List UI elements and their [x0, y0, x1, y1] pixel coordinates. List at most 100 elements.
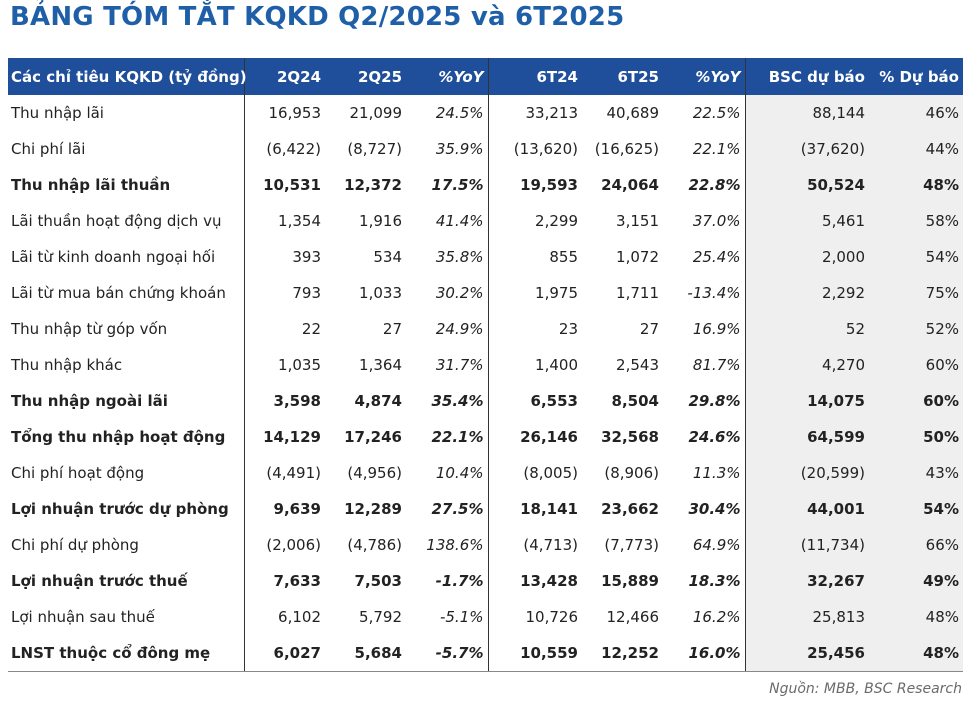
table-row: Thu nhập ngoài lãi 3,598 4,874 35.4% 6,553 8,…	[8, 383, 963, 419]
metric-label: Chi phí dự phòng	[8, 527, 245, 563]
value-2q24: 16,953	[268, 104, 322, 122]
header-2q25: 2Q25	[325, 58, 406, 95]
forecast-percent: 44%	[869, 131, 963, 167]
bsc-forecast: (20,599)	[745, 455, 869, 491]
yoy-halfyear: 11.3%	[663, 455, 746, 491]
table-row: Chi phí dự phòng (2,006) (4,786) 138.6% (4,7…	[8, 527, 963, 563]
value-6t25: (8,906)	[604, 464, 659, 482]
value-6t24: 23	[558, 320, 578, 338]
yoy-halfyear: 81.7%	[663, 347, 746, 383]
value-6t24: 855	[549, 248, 578, 266]
metric-label: Thu nhập ngoài lãi	[8, 383, 245, 419]
metric-label: Tổng thu nhập hoạt động	[8, 419, 245, 455]
value-6t24: 10,726	[525, 608, 579, 626]
forecast-percent: 43%	[869, 455, 963, 491]
page-title: BẢNG TÓM TẮT KQKD Q2/2025 và 6T2025	[10, 2, 625, 32]
table-row: Thu nhập lãi thuần 10,531 12,372 17.5% 19,59…	[8, 167, 963, 203]
value-6t24: 26,146	[520, 428, 578, 446]
metric-label: Lãi từ kinh doanh ngoại hối	[8, 239, 245, 275]
yoy-halfyear: 22.8%	[663, 167, 746, 203]
yoy-halfyear: 22.1%	[663, 131, 746, 167]
table-row: Lợi nhuận trước thuế 7,633 7,503 -1.7% 13,42…	[8, 563, 963, 599]
yoy-quarter: 27.5%	[406, 491, 489, 527]
value-2q24: (4,491)	[266, 464, 321, 482]
source-note: Nguồn: MBB, BSC Research	[769, 681, 962, 697]
table-row: Lợi nhuận sau thuế 6,102 5,792 -5.1% 10,726 1…	[8, 599, 963, 635]
value-2q25: 1,033	[359, 284, 402, 302]
value-6t24: (4,713)	[523, 536, 578, 554]
yoy-quarter: -5.7%	[406, 635, 489, 672]
value-2q25: 5,684	[325, 635, 406, 672]
yoy-quarter: 35.9%	[406, 131, 489, 167]
yoy-halfyear: 18.3%	[663, 563, 746, 599]
value-2q25: 534	[373, 248, 402, 266]
value-6t25: (16,625)	[594, 140, 659, 158]
bsc-forecast: 64,599	[745, 419, 869, 455]
table-row: Lãi thuần hoạt động dịch vụ 1,354 1,916 41.…	[8, 203, 963, 239]
value-2q24: 22	[301, 320, 321, 338]
value-6t25: 2,543	[616, 356, 659, 374]
value-2q24: 1,035	[278, 356, 321, 374]
metric-label: Lợi nhuận trước thuế	[8, 563, 245, 599]
forecast-percent: 60%	[869, 383, 963, 419]
yoy-quarter: 31.7%	[406, 347, 489, 383]
value-2q25: 1,916	[359, 212, 402, 230]
value-6t25: 27	[639, 320, 659, 338]
value-2q24: 393	[292, 248, 321, 266]
header-yoy-halfyear: %YoY	[663, 58, 746, 95]
table-row: Lãi từ kinh doanh ngoại hối 393 534 35.8% 85…	[8, 239, 963, 275]
value-2q25: 4,874	[354, 392, 402, 410]
yoy-quarter: 41.4%	[406, 203, 489, 239]
table-row: Lợi nhuận trước dự phòng 9,639 12,289 27.5%…	[8, 491, 963, 527]
value-2q25: 27	[382, 320, 402, 338]
bsc-forecast: 4,270	[745, 347, 869, 383]
value-2q25: (8,727)	[347, 140, 402, 158]
value-2q24: 6,027	[244, 635, 325, 672]
table-row: Thu nhập khác 1,035 1,364 31.7% 1,400 2,543 81…	[8, 347, 963, 383]
forecast-percent: 46%	[869, 95, 963, 131]
value-6t24: (8,005)	[523, 464, 578, 482]
header-forecast-percent: % Dự báo	[869, 58, 963, 95]
value-6t25: 32,568	[601, 428, 659, 446]
forecast-percent: 54%	[869, 239, 963, 275]
value-2q24: 7,633	[273, 572, 321, 590]
bsc-forecast: 5,461	[745, 203, 869, 239]
bsc-forecast: (37,620)	[745, 131, 869, 167]
metric-label: Thu nhập lãi	[8, 95, 245, 131]
yoy-halfyear: 30.4%	[663, 491, 746, 527]
value-2q24: 793	[292, 284, 321, 302]
forecast-percent: 50%	[869, 419, 963, 455]
yoy-halfyear: 16.2%	[663, 599, 746, 635]
bsc-forecast: 32,267	[745, 563, 869, 599]
value-6t24: (13,620)	[513, 140, 578, 158]
yoy-quarter: -5.1%	[406, 599, 489, 635]
value-2q25: 7,503	[354, 572, 402, 590]
value-2q24: 9,639	[273, 500, 321, 518]
yoy-halfyear: 16.0%	[663, 635, 746, 672]
metric-label: Lợi nhuận sau thuế	[8, 599, 245, 635]
yoy-quarter: 24.5%	[406, 95, 489, 131]
value-6t25: 12,252	[582, 635, 663, 672]
yoy-quarter: 35.8%	[406, 239, 489, 275]
value-6t24: 10,559	[488, 635, 582, 672]
value-2q25: 5,792	[359, 608, 402, 626]
yoy-halfyear: 16.9%	[663, 311, 746, 347]
value-6t25: 8,504	[611, 392, 659, 410]
value-2q24: (6,422)	[266, 140, 321, 158]
value-6t25: 15,889	[601, 572, 659, 590]
table-row: Chi phí hoạt động (4,491) (4,956) 10.4% (8,0…	[8, 455, 963, 491]
header-6t25: 6T25	[582, 58, 663, 95]
value-2q25: (4,956)	[347, 464, 402, 482]
metric-label: Chi phí hoạt động	[8, 455, 245, 491]
value-2q25: 21,099	[349, 104, 403, 122]
value-6t24: 13,428	[520, 572, 578, 590]
value-2q25: 12,289	[344, 500, 402, 518]
value-6t24: 18,141	[520, 500, 578, 518]
value-2q25: 1,364	[359, 356, 402, 374]
metric-label: Thu nhập từ góp vốn	[8, 311, 245, 347]
yoy-halfyear: 29.8%	[663, 383, 746, 419]
value-6t25: 3,151	[616, 212, 659, 230]
value-2q24: 10,531	[263, 176, 321, 194]
forecast-percent: 48%	[869, 167, 963, 203]
header-2q24: 2Q24	[244, 58, 325, 95]
